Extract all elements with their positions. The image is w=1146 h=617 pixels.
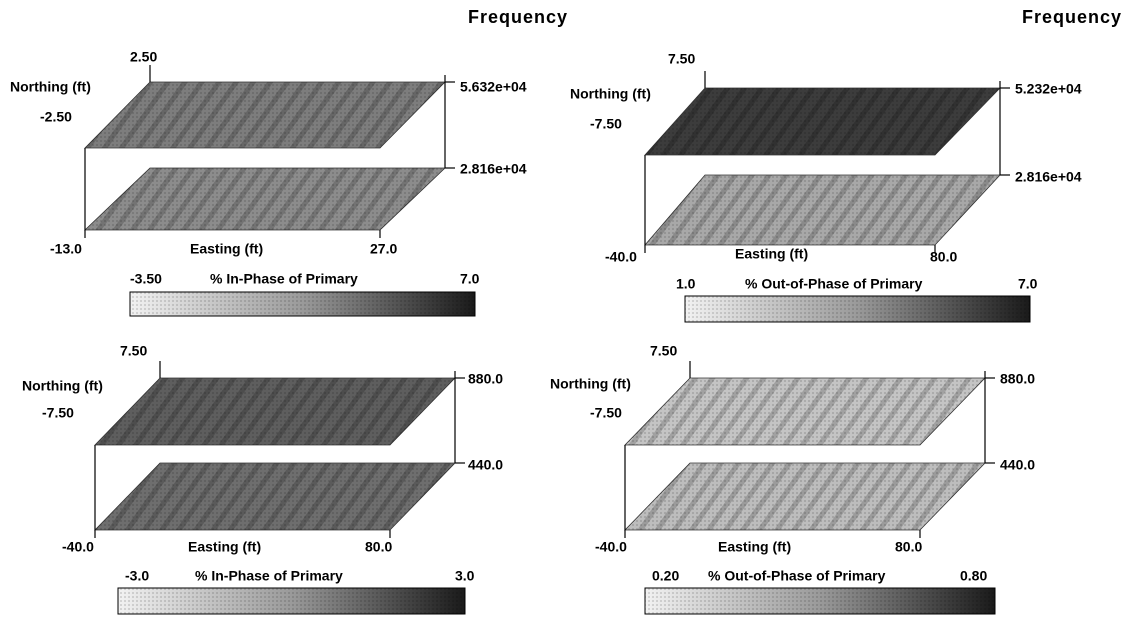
colorbar-min: -3.0 [125, 568, 149, 584]
easting-max: 27.0 [370, 241, 397, 257]
colorbar-label: % Out-of-Phase of Primary [708, 568, 886, 584]
freq-high: 5.632e+04 [460, 79, 527, 95]
easting-label: Easting (ft) [188, 539, 261, 555]
bottom-slice-noise [95, 463, 455, 530]
easting-max: 80.0 [895, 539, 922, 555]
freq-low: 440.0 [1000, 457, 1035, 473]
freq-low: 2.816e+04 [1015, 169, 1082, 185]
colorbar-texture [130, 292, 475, 316]
bottom-slice-noise [645, 175, 1000, 245]
freq-low: 440.0 [468, 457, 503, 473]
easting-min: -40.0 [62, 539, 94, 555]
freq-low: 2.816e+04 [460, 161, 527, 177]
northing-max: 7.50 [668, 51, 695, 67]
colorbar-texture [685, 296, 1030, 322]
easting-min: -40.0 [595, 539, 627, 555]
easting-max: 80.0 [365, 539, 392, 555]
top-slice-noise [95, 378, 455, 445]
colorbar-max: 7.0 [460, 271, 480, 287]
colorbar-texture [645, 588, 995, 614]
panel-title: Frequency [468, 7, 568, 27]
colorbar-max: 0.80 [960, 568, 987, 584]
northing-min: -2.50 [40, 109, 72, 125]
colorbar-label: % In-Phase of Primary [210, 271, 358, 287]
top-slice-noise [645, 88, 1000, 155]
easting-label: Easting (ft) [190, 241, 263, 257]
colorbar-texture [118, 588, 465, 614]
northing-max: 2.50 [130, 49, 157, 65]
colorbar-max: 7.0 [1018, 276, 1038, 292]
northing-max: 7.50 [120, 343, 147, 359]
freq-high: 880.0 [1000, 371, 1035, 387]
easting-label: Easting (ft) [735, 246, 808, 262]
colorbar-label: % In-Phase of Primary [195, 568, 343, 584]
northing-max: 7.50 [650, 343, 677, 359]
colorbar-min: -3.50 [130, 271, 162, 287]
freq-high: 5.232e+04 [1015, 81, 1082, 97]
easting-min: -13.0 [50, 241, 82, 257]
northing-label: Northing (ft) [570, 86, 651, 102]
northing-min: -7.50 [590, 405, 622, 421]
northing-min: -7.50 [590, 116, 622, 132]
colorbar-min: 1.0 [676, 276, 696, 292]
colorbar-min: 0.20 [652, 568, 679, 584]
panel-title: Frequency [1022, 7, 1122, 27]
top-slice-noise [625, 378, 985, 445]
colorbar-label: % Out-of-Phase of Primary [745, 276, 923, 292]
easting-label: Easting (ft) [718, 539, 791, 555]
easting-max: 80.0 [930, 249, 957, 265]
northing-label: Northing (ft) [22, 378, 103, 394]
northing-label: Northing (ft) [550, 376, 631, 392]
colorbar-max: 3.0 [455, 568, 475, 584]
top-slice-noise [85, 82, 445, 148]
bottom-slice-noise [625, 463, 985, 530]
bottom-slice-noise [85, 168, 445, 230]
northing-min: -7.50 [42, 405, 74, 421]
northing-label: Northing (ft) [10, 79, 91, 95]
easting-min: -40.0 [605, 249, 637, 265]
freq-high: 880.0 [468, 371, 503, 387]
